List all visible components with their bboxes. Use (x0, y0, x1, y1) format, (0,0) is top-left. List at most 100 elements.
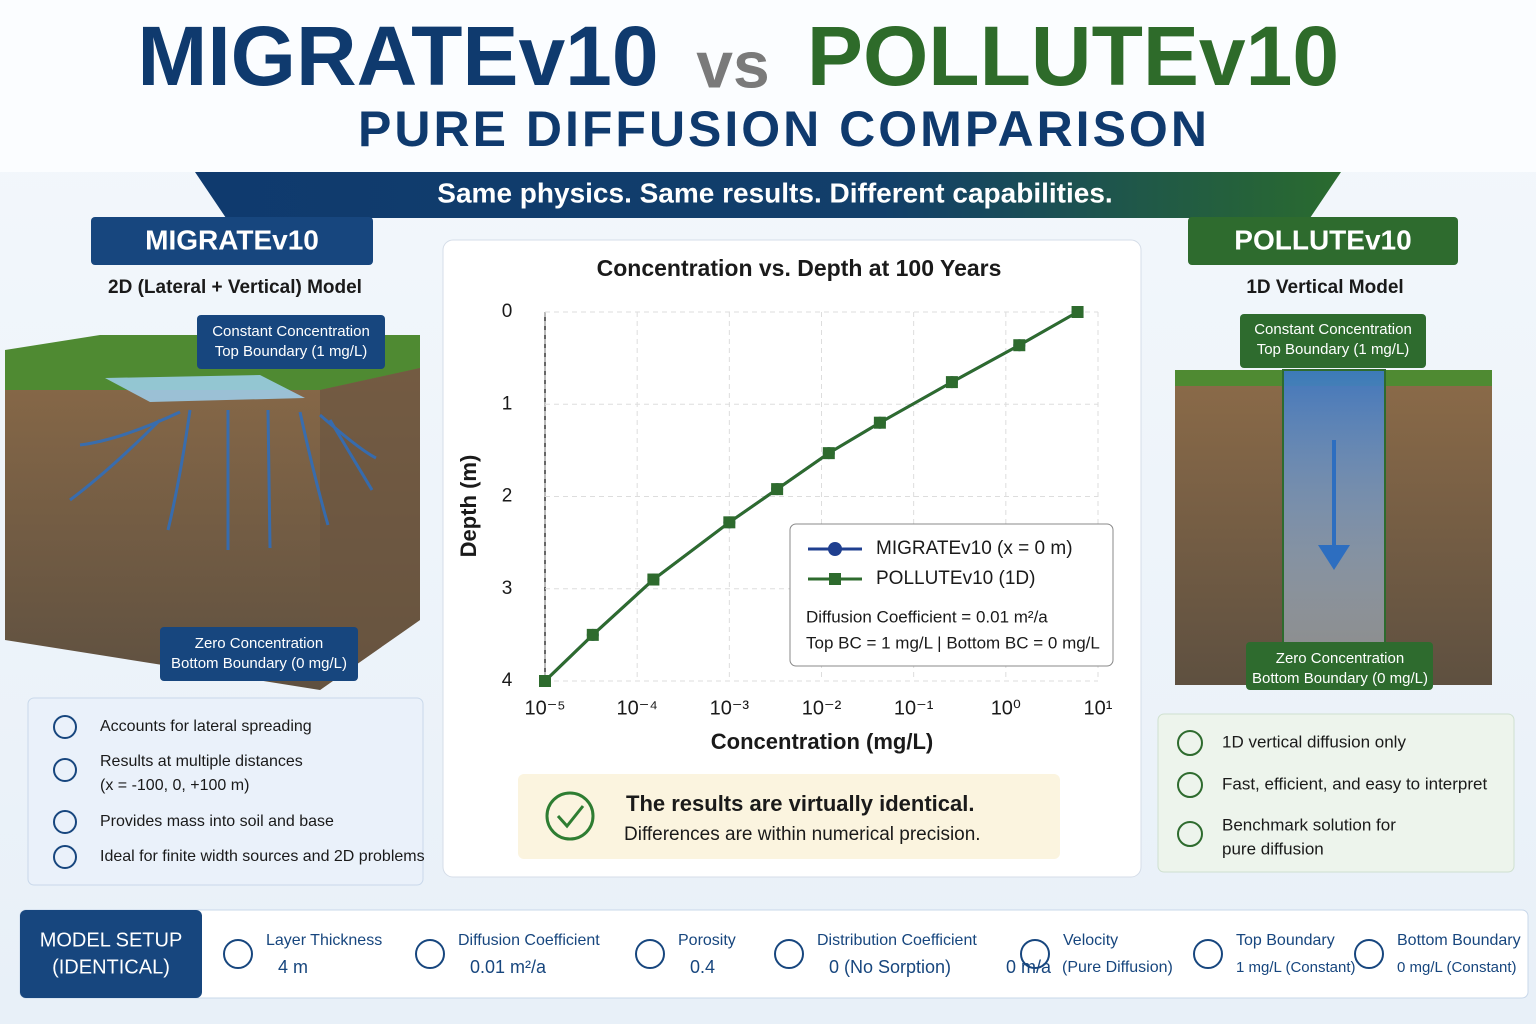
setup-note: (Pure Diffusion) (1062, 959, 1173, 976)
boundary-label: Top Boundary (1 mg/L) (1257, 341, 1410, 358)
right-illustration (1175, 314, 1492, 690)
title-vs: vs (696, 27, 769, 101)
marker (647, 573, 660, 586)
marker (586, 628, 599, 641)
setup-icon (1354, 939, 1384, 969)
setup-label: Bottom Boundary (1397, 932, 1521, 949)
feature-text: Benchmark solution for (1222, 815, 1396, 834)
feature-text: Results at multiple distances (100, 753, 303, 770)
setup-value: 0.01 m²/a (470, 957, 547, 977)
subtitle: PURE DIFFUSION COMPARISON (358, 101, 1210, 157)
x-tick-label: 10⁻⁴ (616, 697, 657, 719)
y-tick-label: 1 (502, 393, 513, 414)
result-title: The results are virtually identical. (626, 791, 974, 816)
annotation: Diffusion Coefficient = 0.01 m²/a (806, 607, 1048, 626)
y-tick-label: 3 (502, 578, 513, 599)
left-illustration (5, 315, 420, 690)
marker (945, 376, 958, 389)
feature-text: pure diffusion (1222, 839, 1324, 858)
y-axis-label: Depth (m) (456, 455, 481, 558)
setup-value: 1 mg/L (Constant) (1236, 959, 1356, 976)
setup-icon (1020, 939, 1050, 969)
boundary-label: Bottom Boundary (0 mg/L) (1252, 670, 1428, 687)
series-line (543, 310, 1079, 683)
result-text: Differences are within numerical precisi… (624, 824, 981, 845)
x-tick-label: 10⁻² (802, 697, 842, 719)
feature-text: Accounts for lateral spreading (100, 718, 312, 735)
marker (539, 675, 551, 687)
feature-icon (53, 758, 77, 782)
marker (822, 447, 835, 460)
marker (771, 483, 784, 496)
boundary-label: Top Boundary (1 mg/L) (215, 343, 368, 360)
setup-title: MODEL SETUP (40, 929, 183, 951)
boundary-label: Zero Concentration (195, 635, 323, 652)
setup-label: Distribution Coefficient (817, 932, 977, 949)
boundary-label: Constant Concentration (1254, 321, 1412, 338)
setup-icon (415, 939, 445, 969)
x-tick-label: 10⁻³ (710, 697, 750, 719)
marker (1071, 306, 1084, 318)
legend-box (789, 523, 1114, 667)
feature-text: Provides mass into soil and base (100, 813, 334, 830)
feature-icon (1177, 730, 1203, 756)
feature-icon (53, 810, 77, 834)
right-badge-bg (1188, 217, 1458, 265)
legend-label: POLLUTEv10 (1D) (876, 568, 1035, 589)
header-bg (0, 0, 1536, 172)
feature-text: Fast, efficient, and easy to interpret (1222, 774, 1487, 793)
title-left: MIGRATEv10 (137, 9, 658, 103)
setup-icon (774, 939, 804, 969)
marker (723, 516, 736, 529)
boundary-label: Bottom Boundary (0 mg/L) (171, 655, 347, 672)
feature-text: (x = -100, 0, +100 m) (100, 777, 249, 794)
feature-icon (53, 715, 77, 739)
chart-title: Concentration vs. Depth at 100 Years (597, 255, 1002, 281)
feature-icon (1177, 772, 1203, 798)
x-tick-label: 10⁰ (991, 697, 1021, 719)
right-features-box (1157, 713, 1515, 873)
left-badge-bg (91, 217, 373, 265)
setup-label: Velocity (1063, 932, 1118, 949)
feature-icon (1177, 821, 1203, 847)
result-box (518, 774, 1060, 859)
y-tick-label: 2 (502, 486, 513, 507)
feature-text: Ideal for finite width sources and 2D pr… (100, 848, 425, 865)
setup-label: Top Boundary (1236, 932, 1335, 949)
right-badge: POLLUTEv10 (1234, 224, 1411, 255)
x-tick-label: 10⁻¹ (894, 697, 934, 719)
left-model: 2D (Lateral + Vertical) Model (108, 277, 362, 298)
setup-value: 0.4 (690, 957, 715, 977)
check-icon (556, 805, 585, 829)
marker (1013, 339, 1026, 352)
x-tick-label: 10⁻⁵ (524, 697, 565, 719)
legend-marker (829, 573, 841, 585)
setup-icon (223, 939, 253, 969)
setup-label: Layer Thickness (266, 932, 382, 949)
tagline: Same physics. Same results. Different ca… (437, 177, 1112, 208)
legend-marker (828, 542, 842, 556)
feature-icon (53, 845, 77, 869)
x-axis-label: Concentration (mg/L) (711, 729, 933, 754)
setup-icon (1193, 939, 1223, 969)
left-features-box (27, 697, 424, 886)
setup-title: (IDENTICAL) (52, 956, 170, 978)
marker (873, 416, 886, 429)
boundary-label: Zero Concentration (1276, 650, 1404, 667)
y-tick-label: 4 (502, 670, 513, 691)
setup-icon (635, 939, 665, 969)
setup-value: 4 m (278, 957, 308, 977)
setup-label: Porosity (678, 932, 736, 949)
legend-label: MIGRATEv10 (x = 0 m) (876, 538, 1073, 559)
x-tick-label: 10¹ (1084, 697, 1113, 719)
right-model: 1D Vertical Model (1246, 277, 1403, 298)
tagline-banner (195, 172, 1341, 218)
left-badge: MIGRATEv10 (145, 224, 319, 255)
boundary-label: Constant Concentration (212, 323, 370, 340)
setup-label: Diffusion Coefficient (458, 932, 600, 949)
setup-value: 0 (No Sorption) (829, 957, 951, 977)
setup-value: 0 mg/L (Constant) (1397, 959, 1517, 976)
setup-value: 0 m/a (1006, 957, 1052, 977)
check-icon (545, 791, 595, 841)
